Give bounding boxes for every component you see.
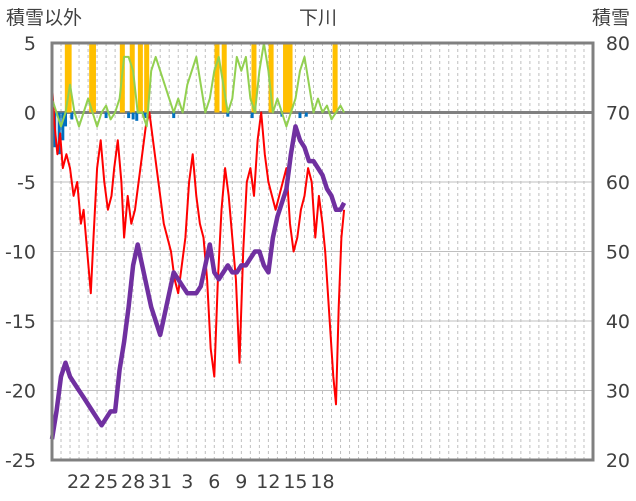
precip-bar [143,112,147,119]
precip-bar [135,112,139,121]
x-tick-label: 28 [121,471,145,493]
x-tick-label: 15 [283,471,307,493]
y-tick-label-left: -20 [5,381,36,403]
chart-title: 下川 [299,7,337,29]
x-tick-label: 18 [310,471,334,493]
precip-bar [70,112,74,120]
horizontal-gridlines [52,111,593,391]
x-tick-label: 31 [148,471,172,493]
y-tick-label-right: 80 [606,33,630,55]
precip-bar [131,112,135,120]
precip-bar [64,112,68,127]
x-tick-label: 22 [67,471,91,493]
x-tick-label: 3 [181,471,193,493]
sunshine-bar [251,43,257,113]
y-tick-label-left: -25 [5,450,36,472]
sunshine-bar [66,43,72,113]
precip-bar [304,112,308,117]
precip-bar [127,112,131,119]
x-tick-label: 12 [256,471,280,493]
wind-line [51,42,345,128]
y-tick-label-left: 0 [24,103,36,125]
temperature-line [51,84,346,406]
y-tick-label-left: -15 [5,311,36,333]
sunshine-bar [214,43,220,113]
y-tick-label-right: 60 [606,172,630,194]
snow-depth-line [49,124,347,440]
y-tick-label-left: -5 [17,172,36,194]
y-tick-label-right: 30 [606,381,630,403]
sunshine-bar [90,43,96,113]
y-tick-label-right: 40 [606,311,630,333]
y-tick-label-right: 50 [606,242,630,264]
right-axis-title: 積雪 [592,7,630,29]
sunshine-bar [129,43,135,113]
sunshine-bars [64,43,338,113]
y-tick-label-right: 20 [606,450,630,472]
sunshine-bar [137,43,143,113]
y-tick-label-right: 70 [606,103,630,125]
left-axis-title: 積雪以外 [6,7,82,29]
precip-bar [104,112,108,119]
x-tick-label: 9 [235,471,247,493]
precip-bars [53,112,308,155]
precip-bar [61,112,65,141]
y-axis-right-labels: 80 70 60 50 40 30 20 [606,33,630,472]
sunshine-bar [221,43,227,113]
x-tick-label: 25 [94,471,118,493]
y-tick-label-left: 5 [24,33,36,55]
precip-bar [298,112,302,119]
sunshine-bar [144,43,150,113]
precip-bar [226,112,230,117]
y-tick-label-left: -10 [5,242,36,264]
series-lines [49,42,347,440]
x-axis-labels: 22 25 28 31 3 6 9 12 15 18 [67,471,335,493]
x-tick-label: 6 [208,471,220,493]
sunshine-bar [332,43,338,113]
y-axis-left-labels: 5 0 -5 -10 -15 -20 -25 [5,33,36,472]
sunshine-bar [268,43,274,113]
sunshine-bar [287,43,293,113]
plot-frame [50,41,595,462]
precip-bar [250,112,254,119]
precip-bar [172,112,176,119]
sunshine-bar [283,43,289,113]
